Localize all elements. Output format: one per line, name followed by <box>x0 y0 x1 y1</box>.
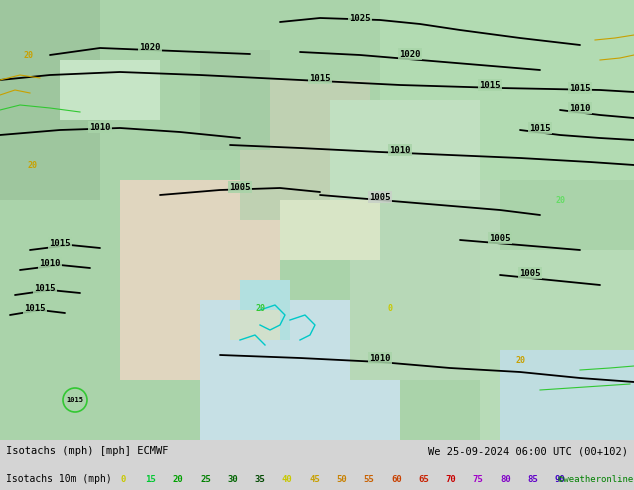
Text: 20: 20 <box>173 474 183 484</box>
Text: 1010: 1010 <box>369 353 391 363</box>
Text: 1010: 1010 <box>389 146 411 154</box>
Text: 20: 20 <box>27 161 37 170</box>
Text: 1015: 1015 <box>67 397 84 403</box>
Text: 1015: 1015 <box>34 284 56 293</box>
Text: 1015: 1015 <box>569 83 591 93</box>
Text: 1015: 1015 <box>309 74 331 82</box>
Text: 1025: 1025 <box>349 14 371 23</box>
Text: 20: 20 <box>555 196 565 204</box>
Text: 80: 80 <box>500 474 510 484</box>
Text: 45: 45 <box>309 474 320 484</box>
Text: 20: 20 <box>515 356 525 365</box>
Text: 1005: 1005 <box>369 193 391 201</box>
Text: Isotachs (mph) [mph] ECMWF: Isotachs (mph) [mph] ECMWF <box>6 446 169 456</box>
Text: 0: 0 <box>387 303 392 313</box>
Text: 60: 60 <box>391 474 401 484</box>
Text: We 25-09-2024 06:00 UTC (00+102): We 25-09-2024 06:00 UTC (00+102) <box>428 446 628 456</box>
Text: 90: 90 <box>555 474 565 484</box>
Text: 1010: 1010 <box>569 103 591 113</box>
Text: 75: 75 <box>473 474 483 484</box>
Text: 25: 25 <box>200 474 210 484</box>
Text: 1015: 1015 <box>479 80 501 90</box>
Text: 65: 65 <box>418 474 429 484</box>
Text: 1015: 1015 <box>49 239 71 247</box>
Text: 55: 55 <box>364 474 374 484</box>
Text: 85: 85 <box>527 474 538 484</box>
Text: 50: 50 <box>337 474 347 484</box>
Text: 1020: 1020 <box>399 49 421 58</box>
Text: 30: 30 <box>228 474 238 484</box>
Text: 20: 20 <box>255 303 265 313</box>
Text: 40: 40 <box>282 474 292 484</box>
Text: 35: 35 <box>255 474 265 484</box>
Text: 15: 15 <box>146 474 156 484</box>
Text: 1005: 1005 <box>230 182 251 192</box>
Text: Isotachs 10m (mph): Isotachs 10m (mph) <box>6 474 112 484</box>
Text: 1020: 1020 <box>139 43 161 51</box>
Text: 1010: 1010 <box>89 122 111 131</box>
Text: 70: 70 <box>446 474 456 484</box>
Text: 1015: 1015 <box>24 303 46 313</box>
Text: 1015: 1015 <box>529 123 551 132</box>
Text: 20: 20 <box>23 50 33 59</box>
Text: ©weatheronline.co.uk: ©weatheronline.co.uk <box>558 474 634 484</box>
Text: 1005: 1005 <box>489 234 511 243</box>
Text: 0: 0 <box>121 474 126 484</box>
Text: 1005: 1005 <box>519 269 541 277</box>
Text: 1010: 1010 <box>39 259 61 268</box>
